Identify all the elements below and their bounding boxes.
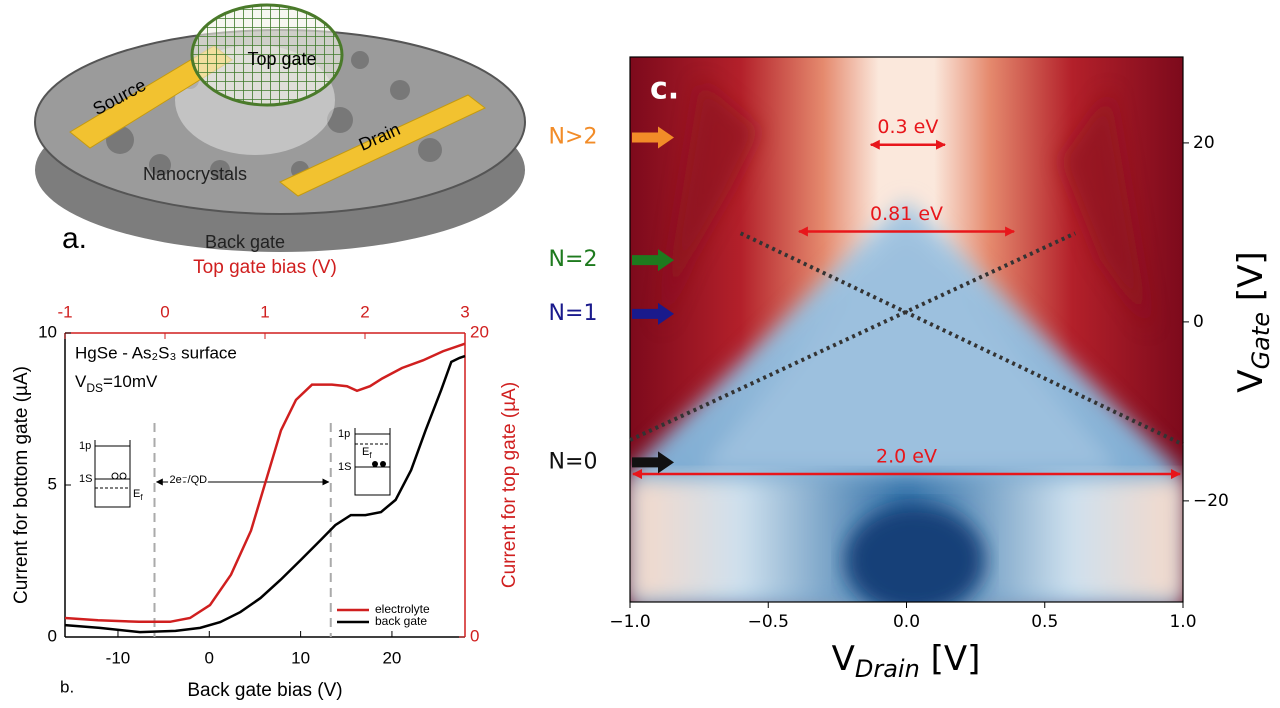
y2-tick-label: 0: [470, 626, 479, 645]
inset-label: Ef: [362, 446, 372, 460]
inset-label: Ef: [133, 488, 143, 502]
legend-label: back gate: [375, 614, 427, 628]
x-tick-label: 0: [205, 648, 214, 667]
y-tick-label: −20: [1193, 491, 1229, 511]
heatmap: [630, 57, 1183, 602]
guide-line: [739, 231, 1184, 447]
x2-tick-label: 2: [360, 302, 369, 321]
label: Back gate: [205, 232, 285, 252]
level-arrow: [632, 249, 674, 272]
y-tick-label: 0: [48, 626, 57, 645]
x-tick-label: 20: [382, 648, 401, 667]
annotation: =10mV: [103, 372, 158, 391]
y-axis-title: V: [1231, 369, 1271, 392]
y-tick-label: 5: [48, 474, 57, 493]
label: Top gate: [247, 49, 316, 69]
x2-tick-label: -1: [57, 302, 72, 321]
panel-b: b. Back gate bias (V) Top gate bias (V) …: [11, 257, 520, 701]
x-axis-title: VDrain [V]: [832, 639, 981, 684]
x-axis-title: [V]: [920, 639, 981, 679]
inset-label: 1S: [338, 461, 351, 473]
y-tick-label: 20: [1193, 133, 1215, 153]
x2-axis-title: Top gate bias (V): [193, 257, 337, 278]
inset-label: E: [133, 488, 140, 500]
panel-label: a.: [62, 222, 87, 255]
level-label: N=1: [549, 301, 598, 326]
level-label: N=2: [549, 247, 598, 272]
x-axis-title: Drain: [855, 655, 920, 683]
annotation: HgSe - As₂S₃ surface: [75, 343, 237, 362]
x-axis-title: V: [832, 639, 855, 679]
y2-tick-label: 20: [470, 322, 489, 341]
inset-label: f: [140, 493, 143, 502]
inset-left: 1p 1S Ef: [79, 440, 143, 508]
x-tick-label: -10: [106, 648, 131, 667]
level-arrow: [632, 451, 674, 474]
guide-line: [629, 231, 1077, 442]
x-tick-label: −0.5: [748, 612, 789, 632]
inset-right: 1p 1S Ef: [338, 428, 391, 496]
level-label: N=0: [549, 449, 598, 474]
level-arrow: [632, 126, 674, 149]
label: Nanocrystals: [143, 164, 247, 184]
inset-label: 1S: [79, 473, 92, 485]
gap-label: 0.81 eV: [870, 203, 943, 225]
gap-label: 2.0 eV: [876, 446, 937, 468]
y-tick-label: 10: [38, 322, 57, 341]
x-tick-label: 10: [291, 648, 310, 667]
series-line: [64, 342, 466, 624]
x2-tick-label: 3: [460, 302, 469, 321]
y-tick-label: 0: [1193, 312, 1204, 332]
x-tick-label: 1.0: [1169, 612, 1196, 632]
y-axis-title: Gate: [1247, 312, 1275, 369]
y-axis-title: VGate [V]: [1231, 251, 1276, 392]
x-tick-label: 0.0: [893, 612, 920, 632]
y-axis-title: [V]: [1231, 251, 1271, 312]
annotation: VDS=10mV: [75, 372, 158, 395]
level-arrow: [632, 302, 674, 325]
annotation: DS: [86, 381, 103, 395]
annotation: V: [75, 372, 87, 391]
y2-axis-title: Current for top gate (µA): [499, 382, 520, 588]
y-axis-title: Current for bottom gate (µA): [11, 366, 32, 604]
inset-label: 1p: [338, 428, 350, 440]
inset-label: 1p: [79, 440, 91, 452]
inset-label: f: [369, 451, 372, 460]
annotation: 2e⁻/QD: [169, 474, 207, 486]
gap-label: 0.3 eV: [877, 116, 938, 138]
panel-label: c.: [650, 72, 679, 107]
panel-c: c. VDrain [V] VGate [V] −1.0 −0.5 0.0 0.5 1.…: [549, 56, 1276, 684]
x2-tick-label: 0: [160, 302, 169, 321]
device-diagram: Source Top gate Drain Nanocrystals Back …: [34, 3, 526, 255]
x-tick-label: 0.5: [1031, 612, 1058, 632]
x-axis-title: Back gate bias (V): [187, 680, 342, 701]
x-tick-label: −1.0: [609, 612, 650, 632]
inset-label: E: [362, 446, 369, 458]
level-label: N>2: [549, 125, 598, 150]
legend-label: electrolyte: [375, 602, 430, 616]
series-line: [64, 354, 466, 634]
x2-tick-label: 1: [260, 302, 269, 321]
panel-label: b.: [60, 677, 74, 696]
